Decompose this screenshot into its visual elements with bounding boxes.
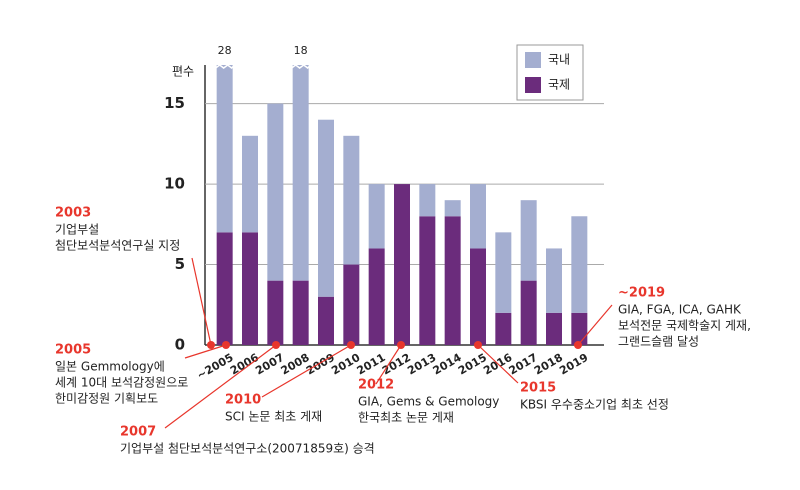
y-tick-label: 5 <box>175 255 185 273</box>
legend-swatch <box>525 52 541 68</box>
milestone-connector <box>164 344 277 429</box>
milestone-year: 2012 <box>358 378 394 393</box>
milestone-dot <box>574 341 582 349</box>
milestone-text: 첨단보석분석연구실 지정 <box>55 239 180 253</box>
milestone-text: 보석전문 국제학술지 게재, <box>618 319 751 333</box>
milestone-year: 2007 <box>120 425 156 440</box>
milestone-connector <box>375 344 402 385</box>
bar-segment <box>368 184 385 249</box>
bar-segment <box>242 135 258 233</box>
legend-swatch <box>525 77 541 93</box>
milestone-text: 기업부설 <box>55 223 99 237</box>
bar-segment <box>495 232 512 313</box>
milestone-text: 그랜드슬램 달성 <box>618 335 699 349</box>
milestone-connector <box>191 257 212 346</box>
bar-segment <box>394 184 410 345</box>
break-label: 18 <box>294 44 308 57</box>
milestone-year: 2003 <box>55 206 91 221</box>
bar-segment <box>343 135 360 265</box>
milestone-year: 2010 <box>225 393 261 408</box>
milestone-text: 기업부설 첨단보석분석연구소(20071859호) 승격 <box>120 442 375 456</box>
y-tick-label: 15 <box>164 94 185 112</box>
bar-segment <box>318 119 334 297</box>
milestone-text: 세계 10대 보석감정원으로 <box>55 376 188 390</box>
milestone-text: GIA, FGA, ICA, GAHK <box>618 303 742 317</box>
bar-segment <box>343 264 360 345</box>
milestone-dot <box>347 341 355 349</box>
bar-segment <box>292 280 309 345</box>
milestone-text: 한국최초 논문 게재 <box>358 411 454 425</box>
legend-label: 국제 <box>548 78 570 92</box>
bar-segment <box>520 280 537 345</box>
milestone-year: 2005 <box>55 343 91 358</box>
bar-segment <box>495 312 512 345</box>
y-tick-label: 0 <box>175 336 185 354</box>
bar-segment <box>368 248 385 345</box>
bar-segment <box>444 216 461 345</box>
milestone-text: 한미감정원 기획보도 <box>55 392 158 406</box>
bar-segment <box>216 232 233 345</box>
bar-segment <box>318 296 334 345</box>
milestone-text: SCI 논문 최초 게재 <box>225 410 322 424</box>
bar-segment <box>470 248 486 345</box>
legend-label: 국내 <box>548 53 570 67</box>
bar-segment <box>419 216 436 345</box>
axis-break <box>215 64 236 69</box>
bar-segment <box>267 280 284 345</box>
milestone-text: 일본 Gemmology에 <box>55 360 165 374</box>
bar-segment <box>444 200 461 217</box>
bar-segment <box>242 232 258 345</box>
bar-segment <box>216 65 233 233</box>
break-label: 28 <box>218 44 232 57</box>
bar-segment <box>546 312 562 345</box>
milestone-text: KBSI 우수중소기업 최초 선정 <box>520 398 669 412</box>
milestone-connector <box>577 304 613 346</box>
bar-segment <box>419 184 436 217</box>
bar-segment <box>571 216 588 313</box>
milestone-year: 2015 <box>520 381 556 396</box>
milestone-dot <box>397 341 405 349</box>
milestone-connector <box>477 344 519 384</box>
bar-segment <box>571 312 588 345</box>
milestone-dot <box>272 341 280 349</box>
y-axis-label: 편수 <box>172 65 194 79</box>
bar-segment <box>267 103 284 281</box>
bar-segment <box>470 184 486 249</box>
bar-segment <box>546 248 562 313</box>
bar-segment <box>292 65 309 281</box>
y-tick-label: 10 <box>164 175 185 193</box>
milestone-dot <box>207 341 215 349</box>
milestone-connector <box>184 344 227 359</box>
bar-segment <box>520 200 537 281</box>
milestone-dot <box>474 341 482 349</box>
milestone-year: ~2019 <box>618 286 665 301</box>
milestone-connector <box>261 344 352 398</box>
x-tick-label: 2019 <box>557 351 590 378</box>
axis-break <box>291 64 312 69</box>
milestone-dot <box>222 341 230 349</box>
milestone-text: GIA, Gems & Gemology <box>358 395 499 409</box>
